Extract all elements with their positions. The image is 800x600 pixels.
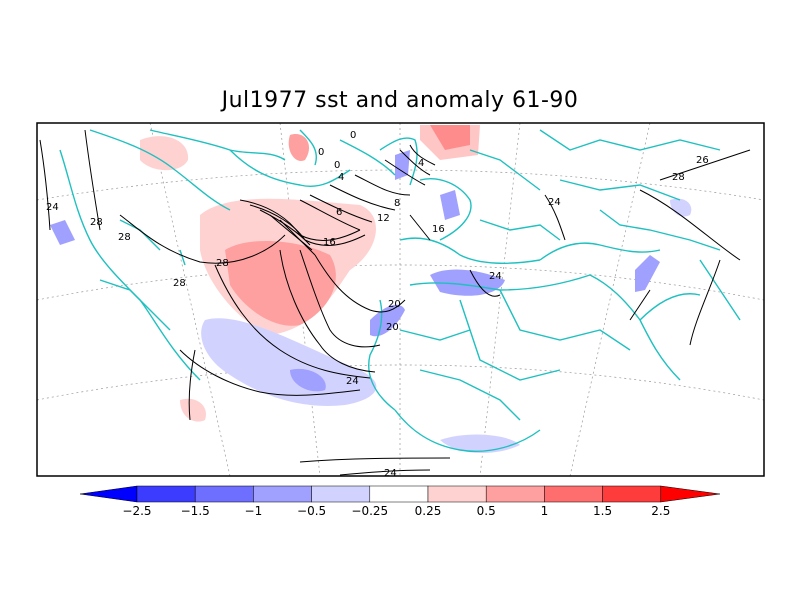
coastlines [59, 129, 741, 452]
east-cold-anomaly [670, 198, 692, 217]
graticule [37, 123, 764, 476]
subtropical-cold-core [290, 368, 326, 392]
colorbar-tick-label: 2.5 [651, 504, 670, 518]
colorbar-tick-label: 1.5 [593, 504, 612, 518]
contour-label: 4 [338, 172, 344, 183]
colorbar-segment [602, 485, 662, 503]
contour-label: 0 [350, 130, 356, 141]
colorbar-tick-label: −1 [245, 504, 263, 518]
hudson-warm-anomaly [288, 134, 310, 161]
colorbar-tick-label: 0.5 [477, 504, 496, 518]
contour-label: 24 [346, 376, 359, 387]
contour-label: 28 [216, 258, 229, 269]
colorbar-segment [369, 485, 429, 503]
baltic-cold-anomaly [440, 190, 460, 220]
contour-label: 20 [386, 322, 399, 333]
colorbar-segment [485, 485, 545, 503]
greenland-cold-anomaly [395, 150, 410, 180]
pacific-cold-anomaly [50, 220, 75, 245]
map-frame [36, 122, 765, 477]
colorbar-tick-label: −0.25 [351, 504, 388, 518]
colorbar-tick-label: 1 [541, 504, 549, 518]
contour-label: 28 [672, 172, 685, 183]
labrador-warm-anomaly [140, 136, 189, 171]
contour-label: 24 [548, 197, 561, 208]
positive-anomaly-regions [140, 125, 480, 422]
colorbar-segment [427, 485, 487, 503]
sst-contours [39, 129, 751, 476]
colorbar-tick-label: 0.25 [415, 504, 442, 518]
contour-label: 24 [46, 202, 59, 213]
subtropical-cold-anomaly [201, 318, 377, 406]
contour-label: 16 [323, 237, 336, 248]
colorbar-tick-label: −0.5 [297, 504, 326, 518]
colorbar-arrow-high [660, 485, 721, 503]
colorbar: −2.5 −1.5 −1 −0.5 −0.25 0.25 0.5 1 1.5 2.5 [79, 485, 721, 518]
mediterranean-cold-anomaly [430, 269, 505, 296]
map-title: Jul1977 sst and anomaly 61-90 [221, 88, 579, 113]
north-atlantic-warm-core [225, 240, 336, 326]
contour-label: 28 [90, 217, 103, 228]
contour-label: 12 [377, 213, 390, 224]
contour-label: 26 [696, 155, 709, 166]
negative-anomaly-regions [50, 150, 692, 454]
colorbar-segment [194, 485, 254, 503]
contour-label: 16 [432, 224, 445, 235]
contour-labels: 0 0 4 0 6 4 8 12 16 16 20 20 24 24 24 24… [46, 130, 709, 479]
contour-label: 4 [418, 158, 424, 169]
contour-label: 20 [388, 299, 401, 310]
contour-label: 24 [384, 468, 397, 479]
contour-label: 6 [336, 207, 342, 218]
contour-label: 24 [489, 271, 502, 282]
red-sea-cold-anomaly [635, 255, 660, 292]
colorbar-tick-label: −1.5 [181, 504, 210, 518]
iberian-cold-anomaly [370, 304, 405, 337]
colorbar-segment [136, 485, 196, 503]
colorbar-tick-label: −2.5 [122, 504, 151, 518]
contour-label: 28 [173, 278, 186, 289]
tropical-warm-anomaly [180, 398, 206, 422]
contour-label: 28 [118, 232, 131, 243]
map-field: 0 0 4 0 6 4 8 12 16 16 20 20 24 24 24 24… [37, 123, 764, 479]
contour-label: 0 [334, 160, 340, 171]
colorbar-arrow-low [79, 485, 138, 503]
contour-label: 0 [318, 147, 324, 158]
contour-label: 8 [394, 198, 400, 209]
colorbar-segment [311, 485, 371, 503]
colorbar-segment [544, 485, 603, 503]
southern-cold-anomaly [440, 434, 520, 454]
arctic-warm-halo [420, 125, 480, 160]
colorbar-segment [253, 485, 312, 503]
